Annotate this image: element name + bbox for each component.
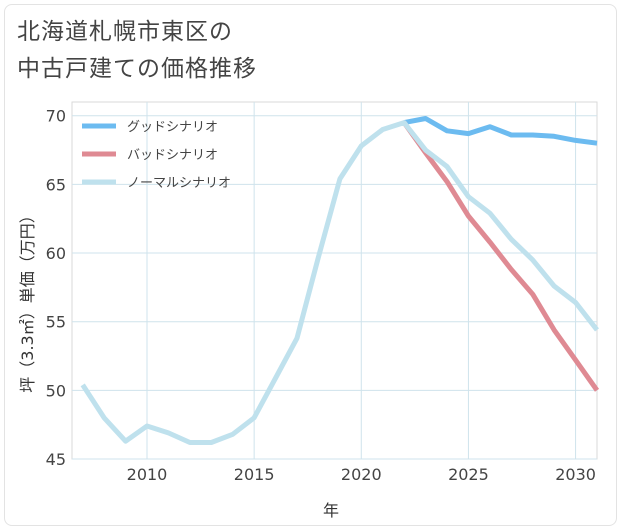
x-tick-label: 2015 (234, 465, 275, 484)
y-tick-label: 65 (46, 175, 66, 194)
y-tick-label: 55 (46, 313, 66, 332)
y-tick-labels: 45 50 55 60 65 70 (46, 107, 66, 469)
legend-label-1: グッドシナリオ (127, 120, 218, 135)
x-tick-label: 2010 (127, 465, 168, 484)
series-line-2 (402, 121, 600, 392)
series-lines (80, 116, 600, 445)
y-tick-label: 70 (46, 107, 66, 126)
y-tick-label: 60 (46, 244, 66, 263)
y-tick-label: 45 (46, 450, 66, 469)
chart-title: 北海道札幌市東区の 中古戸建ての価格推移 (17, 14, 257, 88)
x-tick-labels: 2010 2015 2020 2025 2030 (127, 465, 596, 484)
grid-lines (72, 102, 597, 460)
x-tick-label: 2020 (341, 465, 382, 484)
legend-label-2: バッドシナリオ (127, 148, 218, 163)
legend-label-3: ノーマルシナリオ (127, 176, 231, 191)
y-tick-label: 50 (46, 381, 66, 400)
series-line-1 (403, 116, 598, 146)
x-axis-label: 年 (322, 501, 340, 520)
x-tick-label: 2025 (448, 465, 489, 484)
title-line-1: 北海道札幌市東区の (17, 19, 233, 45)
y-axis-label: 坪（3.3㎡）単価（万円） (18, 207, 37, 393)
title-line-2: 中古戸建ての価格推移 (17, 56, 257, 82)
x-tick-label: 2030 (555, 465, 596, 484)
series-line-3 (80, 120, 599, 445)
plot-area (71, 101, 598, 460)
